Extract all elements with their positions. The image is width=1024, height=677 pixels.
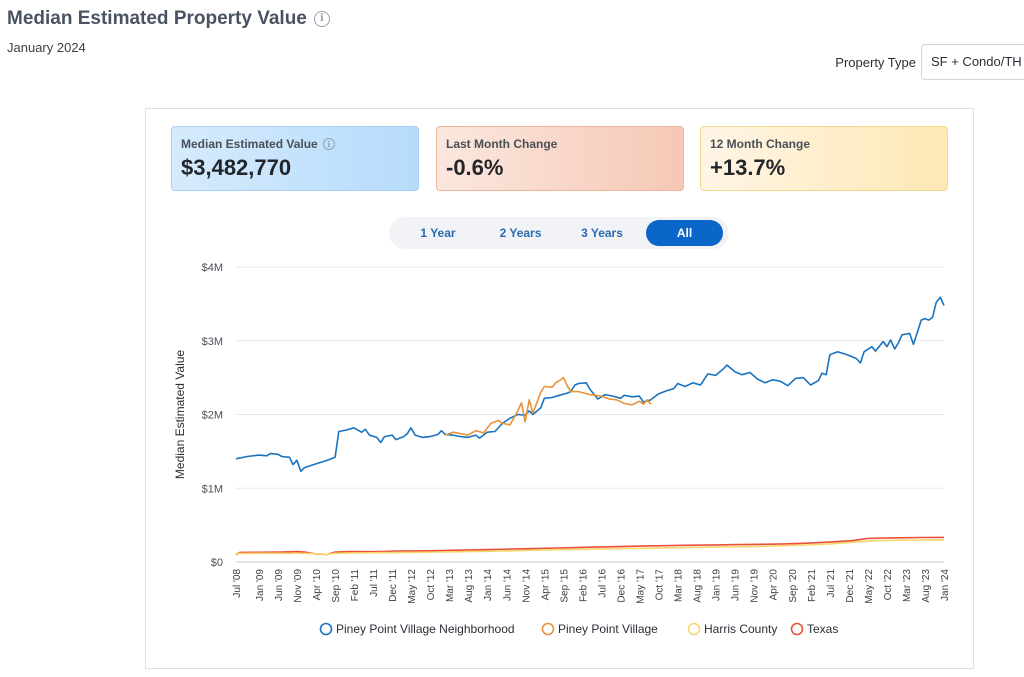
x-tick-label: Jan '24 — [940, 569, 951, 601]
series-line — [235, 539, 945, 556]
last-month-value: -0.6% — [446, 155, 504, 180]
x-tick-label: Nov '14 — [521, 569, 532, 603]
x-tick-label: Jul '21 — [826, 569, 837, 598]
x-tick-label: Jan '09 — [255, 569, 266, 601]
tab-1-year[interactable]: 1 Year — [420, 226, 456, 240]
tab-2-years[interactable]: 2 Years — [499, 226, 542, 240]
x-tick-label: Apr '10 — [312, 569, 323, 601]
x-tick-label: Mar '23 — [902, 569, 913, 602]
median-value-label: Median Estimated Value — [181, 137, 318, 151]
x-tick-label: Jun '14 — [502, 569, 513, 601]
page-title-text: Median Estimated Property Value — [7, 8, 307, 29]
legend-label[interactable]: Harris County — [704, 622, 777, 636]
x-tick-label: Dec '11 — [388, 569, 399, 602]
x-tick-label: May '12 — [407, 569, 418, 604]
property-type-control: Property Type SF + Condo/TH — [835, 44, 1024, 80]
x-tick-label: Aug '13 — [464, 569, 475, 603]
x-tick-label: Apr '15 — [540, 569, 551, 601]
x-tick-label: Feb '16 — [578, 569, 589, 602]
twelve-month-card: 12 Month Change +13.7% — [700, 126, 948, 191]
legend-label[interactable]: Piney Point Village Neighborhood — [336, 622, 515, 636]
x-tick-label: Feb '11 — [350, 569, 361, 602]
info-icon[interactable]: i — [313, 11, 330, 27]
y-tick-label: $0 — [211, 557, 223, 569]
x-tick-label: Aug '23 — [921, 569, 932, 603]
x-tick-label: Mar '13 — [445, 569, 456, 602]
x-tick-label: Oct '17 — [655, 569, 666, 601]
x-tick-label: Aug '18 — [693, 569, 704, 603]
x-tick-label: Nov '09 — [293, 569, 304, 603]
legend-marker[interactable] — [790, 622, 804, 636]
last-month-label: Last Month Change — [446, 137, 558, 151]
legend-marker[interactable] — [541, 622, 555, 636]
x-tick-label: Feb '21 — [807, 569, 818, 602]
twelve-month-label: 12 Month Change — [710, 137, 811, 151]
x-tick-label: Dec '16 — [616, 569, 627, 603]
tab-3-years[interactable]: 3 Years — [581, 226, 623, 240]
y-tick-label: $4M — [202, 262, 223, 274]
x-tick-label: Oct '22 — [883, 569, 894, 601]
x-tick-label: Sep '10 — [331, 569, 342, 603]
legend-marker[interactable] — [687, 622, 701, 636]
series-line — [235, 296, 945, 473]
series-line — [444, 376, 652, 436]
property-type-select[interactable]: SF + Condo/TH — [921, 44, 1024, 80]
x-tick-label: Mar '18 — [674, 569, 685, 602]
x-tick-label: Dec '21 — [845, 569, 856, 603]
x-tick-label: Oct '12 — [426, 569, 437, 601]
median-value-label-row: Median Estimated Value i — [181, 137, 409, 151]
x-tick-label: Sep '20 — [788, 569, 799, 603]
median-value: $3,482,770 — [181, 155, 292, 180]
x-tick-label: Jun '19 — [731, 569, 742, 601]
chart-card: Median Estimated Value i $3,482,770 Last… — [145, 108, 974, 669]
property-type-label: Property Type — [835, 54, 916, 70]
x-tick-label: Jul '16 — [597, 569, 608, 598]
last-month-card: Last Month Change -0.6% — [436, 126, 684, 191]
series-line — [235, 536, 945, 556]
legend-marker[interactable] — [319, 622, 333, 636]
x-tick-label: Jan '14 — [483, 569, 494, 601]
y-tick-label: $3M — [202, 336, 223, 348]
report-date: January 2024 — [7, 40, 86, 55]
x-tick-label: Jan '19 — [712, 569, 723, 601]
tab-all[interactable]: All — [646, 220, 723, 246]
y-tick-label: $1M — [202, 483, 223, 495]
y-tick-label: $2M — [202, 410, 223, 422]
twelve-month-value: +13.7% — [710, 155, 786, 180]
x-tick-label: Jul '08 — [232, 569, 243, 598]
x-tick-label: Jun '09 — [274, 569, 285, 601]
x-tick-label: Apr '20 — [769, 569, 780, 601]
x-tick-label: Nov '19 — [750, 569, 761, 603]
y-axis-title: Median Estimated Value — [173, 350, 187, 480]
x-tick-label: May '17 — [635, 569, 646, 604]
x-tick-label: Sep '15 — [559, 569, 570, 603]
x-tick-label: May '22 — [864, 569, 875, 604]
page-title: Median Estimated Property Value i — [7, 8, 330, 30]
legend-label[interactable]: Texas — [807, 622, 838, 636]
legend-label[interactable]: Piney Point Village — [558, 622, 658, 636]
median-info-icon[interactable]: i — [322, 138, 335, 150]
x-tick-label: Jul '11 — [369, 569, 380, 597]
time-range-tabs: 1 Year 2 Years 3 Years All — [389, 217, 729, 249]
median-value-card: Median Estimated Value i $3,482,770 — [171, 126, 419, 191]
line-chart: $0 $1M $2M $3M $4M Median Estimated Value Jul … — [173, 262, 951, 636]
